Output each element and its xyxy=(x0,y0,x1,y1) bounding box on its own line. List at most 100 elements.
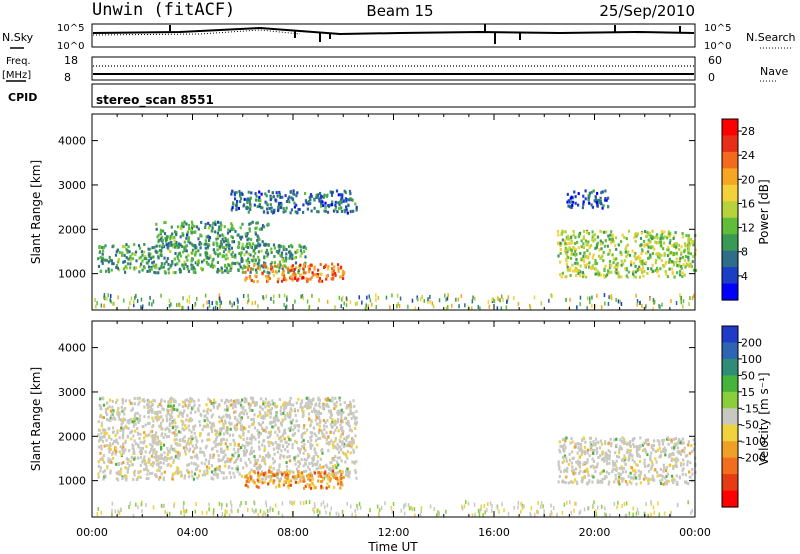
velocity-cell xyxy=(289,479,293,483)
velocity-ground-cell xyxy=(96,512,99,517)
velocity-cell xyxy=(296,424,299,427)
power-cell xyxy=(266,211,269,215)
power-cell xyxy=(201,268,204,272)
velocity-cell xyxy=(187,399,190,403)
power-cell xyxy=(125,266,128,270)
velocity-cell xyxy=(116,478,120,482)
power-cell xyxy=(215,237,218,241)
power-cell xyxy=(155,266,158,270)
velocity-cell xyxy=(620,440,624,444)
power-cell xyxy=(584,239,587,243)
power-cell xyxy=(568,268,572,272)
velocity-ground-cell xyxy=(400,508,403,513)
power-cell xyxy=(265,275,268,278)
power-ground-cell xyxy=(326,299,329,304)
power-cell xyxy=(190,220,194,224)
power-cell xyxy=(259,205,263,209)
power-ground-cell xyxy=(176,303,178,308)
velocity-cell xyxy=(250,451,253,455)
power-cell xyxy=(663,230,666,234)
velocity-cell xyxy=(193,462,196,466)
power-cell xyxy=(286,266,290,270)
velocity-cell xyxy=(352,399,355,403)
power-cell xyxy=(298,267,301,271)
velocity-cell xyxy=(242,406,245,409)
velocity-cell xyxy=(322,424,326,428)
velocity-cell xyxy=(572,480,575,484)
power-cell xyxy=(325,275,328,279)
velocity-cell xyxy=(340,480,343,484)
velocity-ground-cell xyxy=(255,508,257,513)
velocity-cell xyxy=(215,436,218,439)
power-cell xyxy=(671,270,674,274)
velocity-ground-cell xyxy=(563,502,566,507)
velocity-cell xyxy=(318,398,321,402)
velocity-cell xyxy=(144,450,147,454)
velocity-ground-cell xyxy=(635,511,638,516)
power-cell xyxy=(146,269,149,273)
power-cell xyxy=(179,235,182,239)
velocity-cell xyxy=(206,416,209,420)
power-cell xyxy=(567,268,570,272)
power-cell xyxy=(579,274,582,278)
velocity-cell xyxy=(311,476,314,480)
power-cell xyxy=(279,253,282,257)
velocity-cell xyxy=(272,481,275,485)
velocity-cell xyxy=(220,427,223,430)
velocity-cell xyxy=(602,451,605,455)
power-cell xyxy=(592,234,595,237)
power-cell xyxy=(581,271,584,275)
power-cell xyxy=(591,238,594,242)
velocity-cell xyxy=(236,467,239,471)
velocity-cell xyxy=(216,443,219,447)
power-ground-cell xyxy=(148,301,150,306)
power-cell xyxy=(287,271,290,274)
velocity-cell xyxy=(349,400,352,404)
velocity-cell xyxy=(254,437,257,441)
power-cell xyxy=(147,247,150,251)
velocity-cell xyxy=(109,398,112,402)
velocity-cell xyxy=(594,441,598,445)
power-cell xyxy=(646,231,649,235)
power-cell xyxy=(687,240,690,244)
velocity-cell xyxy=(298,450,302,454)
velocity-cell xyxy=(279,471,282,475)
power-ground-cell xyxy=(115,306,118,311)
velocity-cell xyxy=(588,454,591,458)
power-cell xyxy=(615,263,618,267)
power-cell xyxy=(223,225,226,229)
velocity-ground-cell xyxy=(183,513,185,518)
velocity-cell xyxy=(315,409,318,413)
power-cell xyxy=(610,270,613,274)
velocity-cell xyxy=(159,475,162,479)
velocity-cell xyxy=(127,427,130,430)
power-cell xyxy=(567,199,570,203)
velocity-cell xyxy=(269,403,272,406)
velocity-cell xyxy=(355,476,358,480)
power-cell xyxy=(264,251,268,255)
velocity-ground-cell xyxy=(503,508,505,513)
velocity-cell xyxy=(338,396,341,400)
velocity-ground-cell xyxy=(537,510,539,515)
velocity-cell xyxy=(329,477,332,481)
velocity-cell xyxy=(207,462,210,466)
velocity-ground-cell xyxy=(543,509,545,514)
velocity-cell xyxy=(274,441,277,444)
power-cell xyxy=(658,240,661,244)
velocity-cell xyxy=(167,404,170,408)
velocity-cell xyxy=(645,450,648,454)
velocity-cell xyxy=(252,449,255,453)
power-cell xyxy=(110,259,113,263)
velocity-cell xyxy=(339,445,342,449)
velocity-cell xyxy=(594,470,597,474)
velocity-cell xyxy=(225,476,228,480)
power-ground-cell xyxy=(636,302,638,307)
power-cell xyxy=(664,270,667,273)
power-cell xyxy=(692,240,695,244)
velocity-cell xyxy=(588,479,591,482)
power-cell xyxy=(574,266,577,270)
velocity-cell xyxy=(331,420,334,424)
velocity-cell xyxy=(293,475,296,479)
velocity-cell xyxy=(646,453,649,457)
velocity-cell xyxy=(297,474,300,478)
